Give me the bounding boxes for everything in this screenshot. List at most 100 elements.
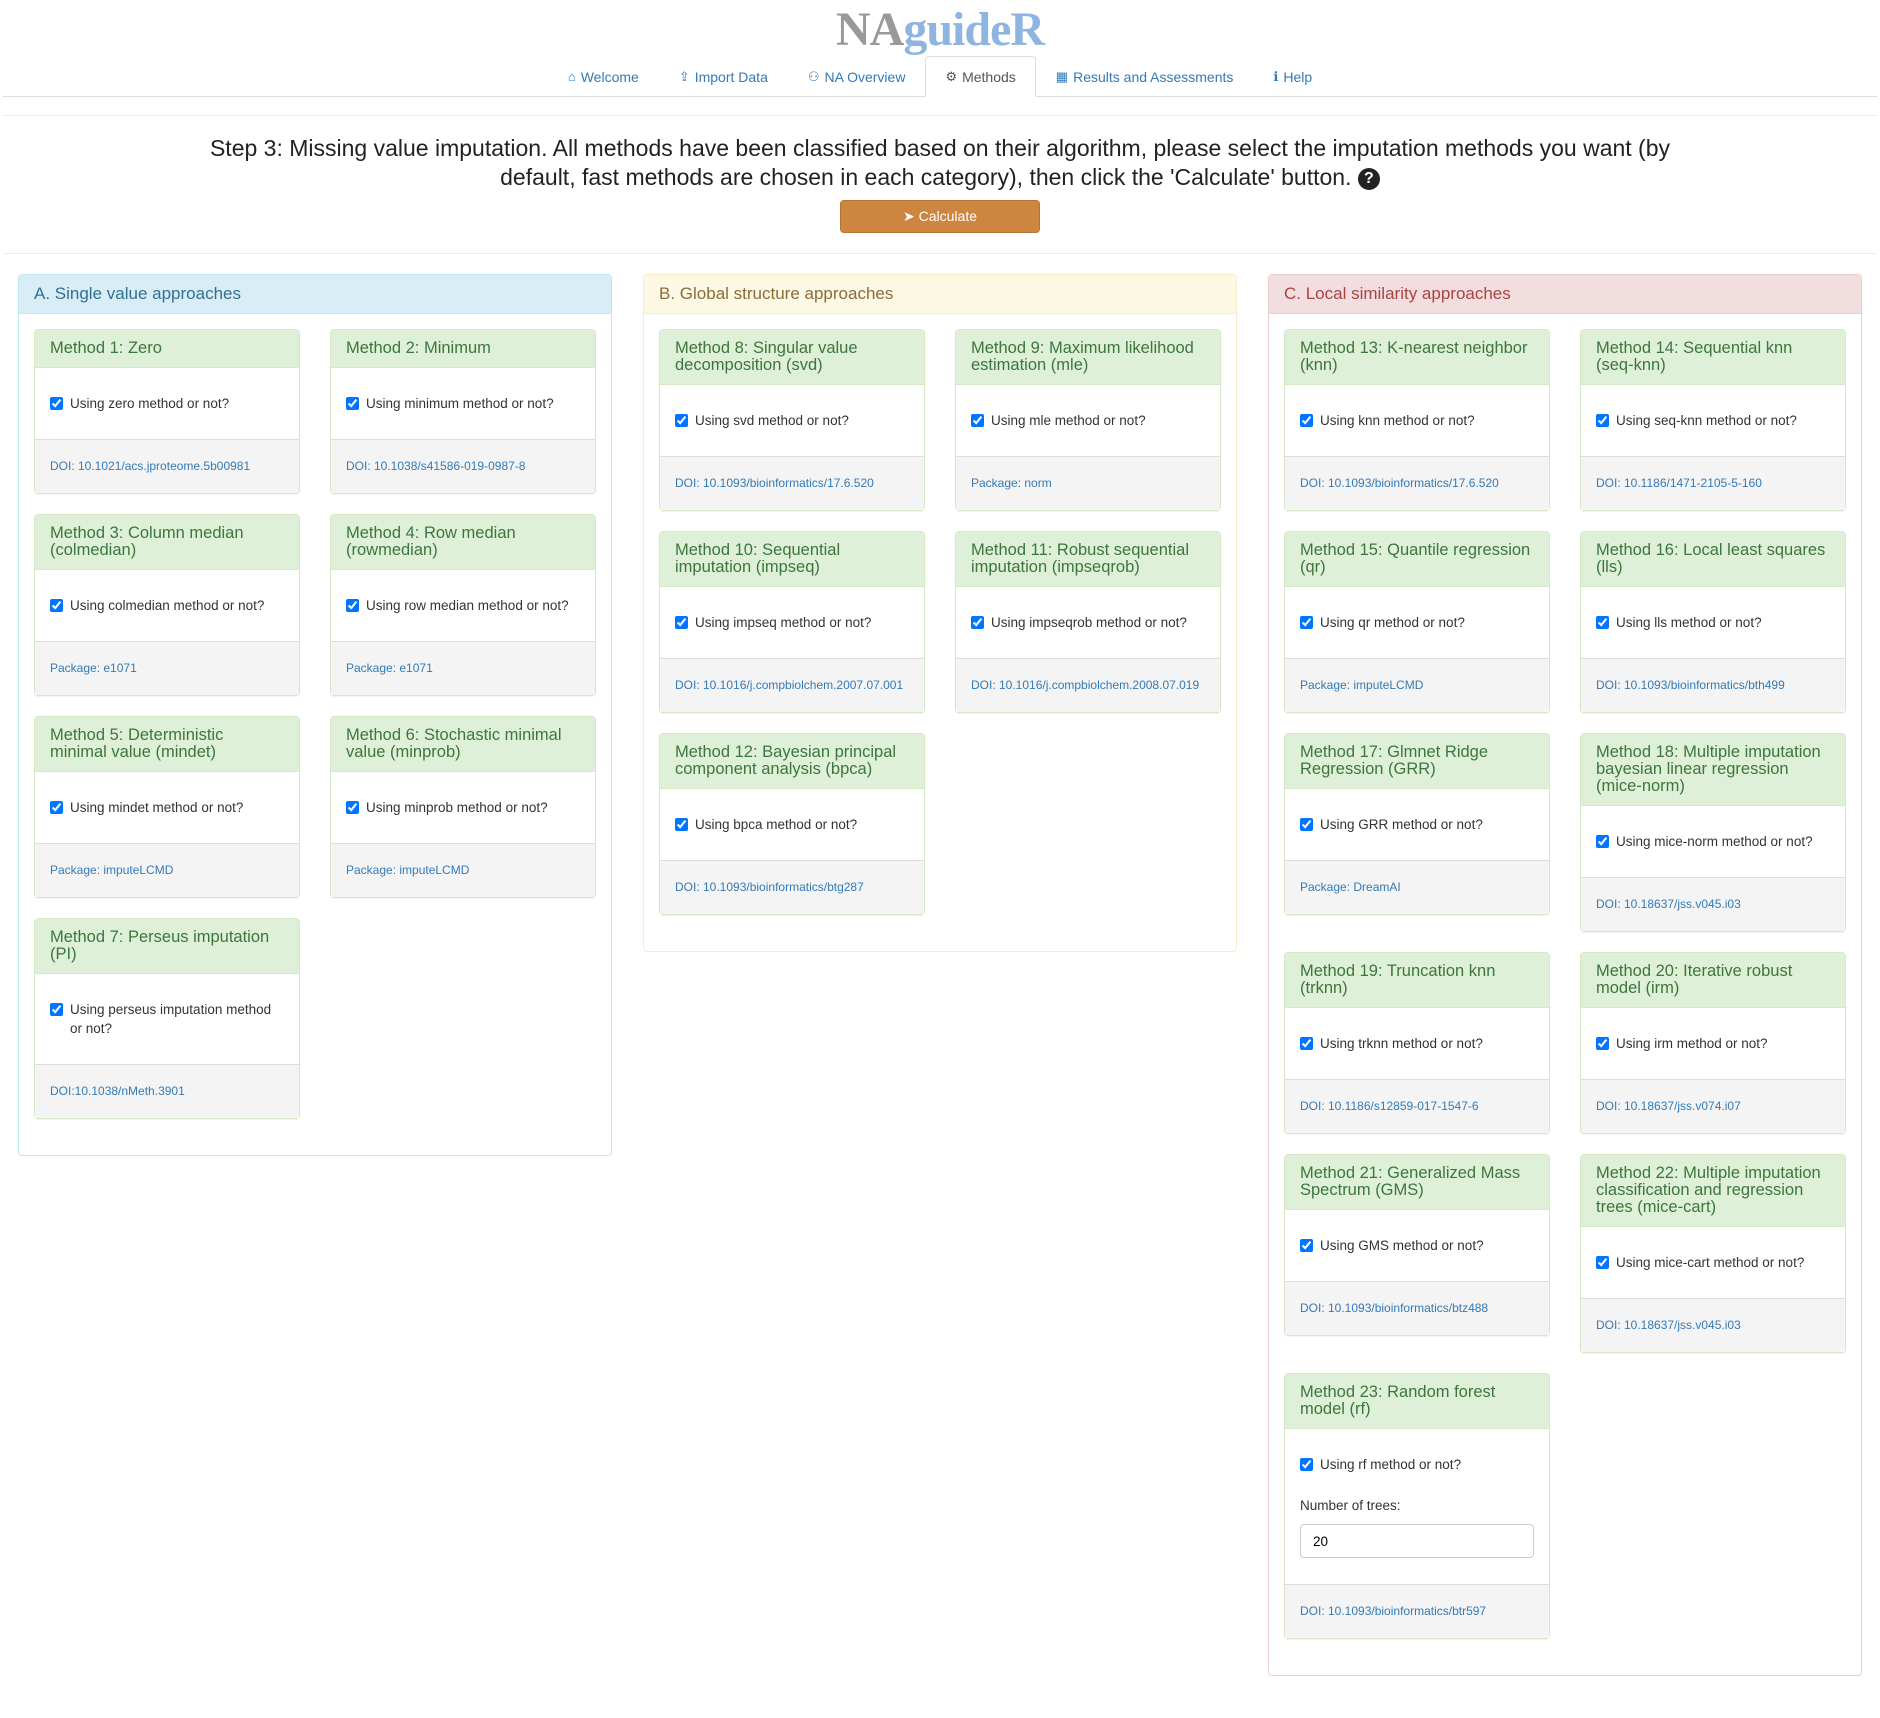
- checkbox-label: Using svd method or not?: [695, 413, 849, 428]
- method-reference-link[interactable]: DOI: 10.18637/jss.v074.i07: [1581, 1079, 1845, 1133]
- method-checkbox-row[interactable]: Using seq-knn method or not?: [1596, 411, 1830, 430]
- tab-import-data[interactable]: ⇪ Import Data: [659, 56, 788, 97]
- tab-label: Help: [1283, 68, 1313, 85]
- main-nav-tabs: ⌂ Welcome ⇪ Import Data ⚇ NA Overview ⚙ Methods…: [3, 56, 1877, 97]
- method-checkbox-row[interactable]: Using lls method or not?: [1596, 613, 1830, 632]
- method-checkbox[interactable]: [1300, 1239, 1313, 1252]
- method-reference-link[interactable]: DOI: 10.1093/bioinformatics/bth499: [1581, 658, 1845, 712]
- tab-welcome[interactable]: ⌂ Welcome: [548, 56, 659, 97]
- checkbox-label: Using impseq method or not?: [695, 615, 872, 630]
- method-checkbox-row[interactable]: Using perseus imputation method or not?: [50, 1000, 284, 1038]
- method-panels: A. Single value approaches Method 1: Zero…: [0, 274, 1880, 1714]
- method-reference-link[interactable]: Package: DreamAI: [1285, 860, 1549, 914]
- method-checkbox[interactable]: [1300, 414, 1313, 427]
- method-reference-link[interactable]: DOI: 10.1093/bioinformatics/17.6.520: [1285, 456, 1549, 510]
- method-card: Method 20: Iterative robust model (irm) U…: [1580, 952, 1846, 1134]
- method-reference-link[interactable]: Package: e1071: [331, 641, 595, 695]
- method-checkbox-row[interactable]: Using svd method or not?: [675, 411, 909, 430]
- method-reference-link[interactable]: DOI: 10.1093/bioinformatics/17.6.520: [660, 456, 924, 510]
- method-checkbox-row[interactable]: Using impseq method or not?: [675, 613, 909, 632]
- method-title: Method 4: Row median (rowmedian): [331, 515, 595, 570]
- method-reference-link[interactable]: DOI:10.1038/nMeth.3901: [35, 1064, 299, 1118]
- method-checkbox[interactable]: [675, 616, 688, 629]
- method-checkbox[interactable]: [1596, 414, 1609, 427]
- tab-label: NA Overview: [824, 68, 906, 85]
- checkbox-label: Using lls method or not?: [1616, 615, 1762, 630]
- method-reference-link[interactable]: Package: imputeLCMD: [331, 843, 595, 897]
- method-checkbox-row[interactable]: Using qr method or not?: [1300, 613, 1534, 632]
- panel-single-value: A. Single value approaches Method 1: Zero…: [18, 274, 612, 1156]
- method-checkbox-row[interactable]: Using zero method or not?: [50, 394, 284, 413]
- method-reference-link[interactable]: DOI: 10.1093/bioinformatics/btr597: [1285, 1584, 1549, 1638]
- method-checkbox[interactable]: [1300, 1458, 1313, 1471]
- method-checkbox[interactable]: [50, 1003, 63, 1016]
- question-circle-icon[interactable]: ?: [1357, 168, 1380, 190]
- method-reference-link[interactable]: DOI: 10.1021/acs.jproteome.5b00981: [35, 439, 299, 493]
- method-checkbox-row[interactable]: Using mindet method or not?: [50, 798, 284, 817]
- method-checkbox-row[interactable]: Using mice-norm method or not?: [1596, 832, 1830, 851]
- method-reference-link[interactable]: DOI: 10.18637/jss.v045.i03: [1581, 877, 1845, 931]
- checkbox-label: Using mice-cart method or not?: [1616, 1255, 1805, 1270]
- method-checkbox[interactable]: [1596, 1037, 1609, 1050]
- method-checkbox[interactable]: [50, 801, 63, 814]
- method-checkbox-row[interactable]: Using irm method or not?: [1596, 1034, 1830, 1053]
- method-checkbox[interactable]: [675, 818, 688, 831]
- checkbox-label: Using qr method or not?: [1320, 615, 1465, 630]
- tab-help[interactable]: ℹ Help: [1253, 56, 1332, 97]
- method-checkbox[interactable]: [1300, 818, 1313, 831]
- method-reference-link[interactable]: DOI: 10.1093/bioinformatics/btg287: [660, 860, 924, 914]
- method-checkbox[interactable]: [346, 801, 359, 814]
- method-card: Method 1: Zero Using zero method or not? D…: [34, 329, 300, 494]
- method-reference-link[interactable]: DOI: 10.18637/jss.v045.i03: [1581, 1298, 1845, 1352]
- method-checkbox[interactable]: [346, 599, 359, 612]
- method-checkbox-row[interactable]: Using bpca method or not?: [675, 815, 909, 834]
- step-instructions: Step 3: Missing value imputation. All me…: [209, 135, 1671, 190]
- method-checkbox[interactable]: [1596, 616, 1609, 629]
- tab-methods[interactable]: ⚙ Methods: [925, 56, 1036, 97]
- method-checkbox-row[interactable]: Using minimum method or not?: [346, 394, 580, 413]
- method-reference-link[interactable]: Package: norm: [956, 456, 1220, 510]
- number-of-trees-input[interactable]: [1300, 1524, 1534, 1558]
- method-reference-link[interactable]: Package: imputeLCMD: [35, 843, 299, 897]
- method-checkbox[interactable]: [1596, 1256, 1609, 1269]
- method-card: Method 11: Robust sequential imputation …: [955, 531, 1221, 713]
- method-checkbox-row[interactable]: Using row median method or not?: [346, 596, 580, 615]
- method-reference-link[interactable]: DOI: 10.1186/1471-2105-5-160: [1581, 456, 1845, 510]
- method-checkbox-row[interactable]: Using mle method or not?: [971, 411, 1205, 430]
- method-checkbox-row[interactable]: Using mice-cart method or not?: [1596, 1253, 1830, 1272]
- tab-results-and-assessments[interactable]: ▦ Results and Assessments: [1036, 56, 1254, 97]
- method-checkbox-row[interactable]: Using knn method or not?: [1300, 411, 1534, 430]
- method-checkbox-row[interactable]: Using colmedian method or not?: [50, 596, 284, 615]
- method-title: Method 19: Truncation knn (trknn): [1285, 953, 1549, 1008]
- method-reference-link[interactable]: Package: e1071: [35, 641, 299, 695]
- method-reference-link[interactable]: DOI: 10.1093/bioinformatics/btz488: [1285, 1281, 1549, 1335]
- tab-na-overview[interactable]: ⚇ NA Overview: [788, 56, 926, 97]
- method-checkbox-row[interactable]: Using GMS method or not?: [1300, 1236, 1534, 1255]
- method-checkbox-row[interactable]: Using impseqrob method or not?: [971, 613, 1205, 632]
- method-reference-link[interactable]: DOI: 10.1186/s12859-017-1547-6: [1285, 1079, 1549, 1133]
- method-checkbox-row[interactable]: Using rf method or not?: [1300, 1455, 1534, 1474]
- method-checkbox-row[interactable]: Using trknn method or not?: [1300, 1034, 1534, 1053]
- method-reference-link[interactable]: Package: imputeLCMD: [1285, 658, 1549, 712]
- method-checkbox[interactable]: [1300, 616, 1313, 629]
- method-card: Method 19: Truncation knn (trknn) Using t…: [1284, 952, 1550, 1134]
- method-checkbox[interactable]: [1300, 1037, 1313, 1050]
- calculate-button[interactable]: ➤ Calculate: [840, 200, 1040, 233]
- method-checkbox-row[interactable]: Using minprob method or not?: [346, 798, 580, 817]
- method-checkbox[interactable]: [971, 414, 984, 427]
- method-checkbox[interactable]: [50, 397, 63, 410]
- method-checkbox[interactable]: [50, 599, 63, 612]
- method-title: Method 12: Bayesian principal component …: [660, 734, 924, 789]
- method-reference-link[interactable]: DOI: 10.1016/j.compbiolchem.2007.07.001: [660, 658, 924, 712]
- method-checkbox[interactable]: [346, 397, 359, 410]
- method-reference-link[interactable]: DOI: 10.1038/s41586-019-0987-8: [331, 439, 595, 493]
- method-reference-link[interactable]: DOI: 10.1016/j.compbiolchem.2008.07.019: [956, 658, 1220, 712]
- method-checkbox[interactable]: [1596, 835, 1609, 848]
- method-checkbox[interactable]: [971, 616, 984, 629]
- method-body: Using GRR method or not?: [1285, 789, 1549, 860]
- method-checkbox[interactable]: [675, 414, 688, 427]
- cogs-icon: ⚙: [945, 68, 958, 84]
- home-icon: ⌂: [567, 68, 576, 84]
- method-checkbox-row[interactable]: Using GRR method or not?: [1300, 815, 1534, 834]
- checkbox-label: Using bpca method or not?: [695, 817, 858, 832]
